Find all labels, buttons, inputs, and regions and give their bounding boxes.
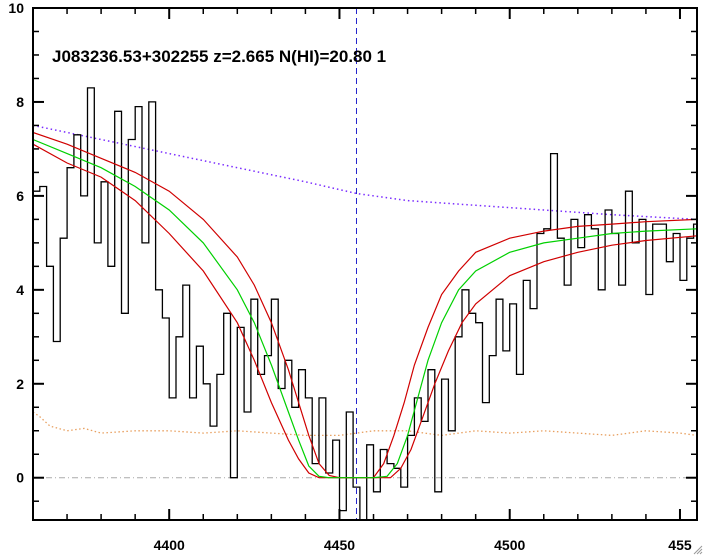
voigt-fit-line [33, 138, 697, 479]
y-tick-label: 10 [8, 0, 24, 16]
error-series-line [33, 411, 697, 437]
x-tick-label: 4400 [154, 537, 185, 553]
y-tick-label: 6 [16, 188, 24, 204]
y-tick-label: 2 [16, 376, 24, 392]
y-tick-label: 0 [16, 470, 24, 486]
x-tick-label: 4500 [494, 537, 525, 553]
x-tick-label: 4450 [324, 537, 355, 553]
fit-lower-bound-line [33, 143, 697, 479]
x-tick-label: 455 [668, 537, 692, 553]
fit-upper-bound-line [33, 131, 697, 479]
resize-grip-icon[interactable] [691, 543, 703, 555]
y-tick-label: 4 [16, 282, 24, 298]
chart-title: J083236.53+302255 z=2.665 N(HI)=20.80 1 [52, 47, 386, 66]
series-layer [33, 8, 697, 520]
continuum-series-line [33, 124, 697, 221]
y-tick-label: 8 [16, 94, 24, 110]
flux-series-line [33, 87, 697, 520]
plot-frame [32, 7, 698, 521]
